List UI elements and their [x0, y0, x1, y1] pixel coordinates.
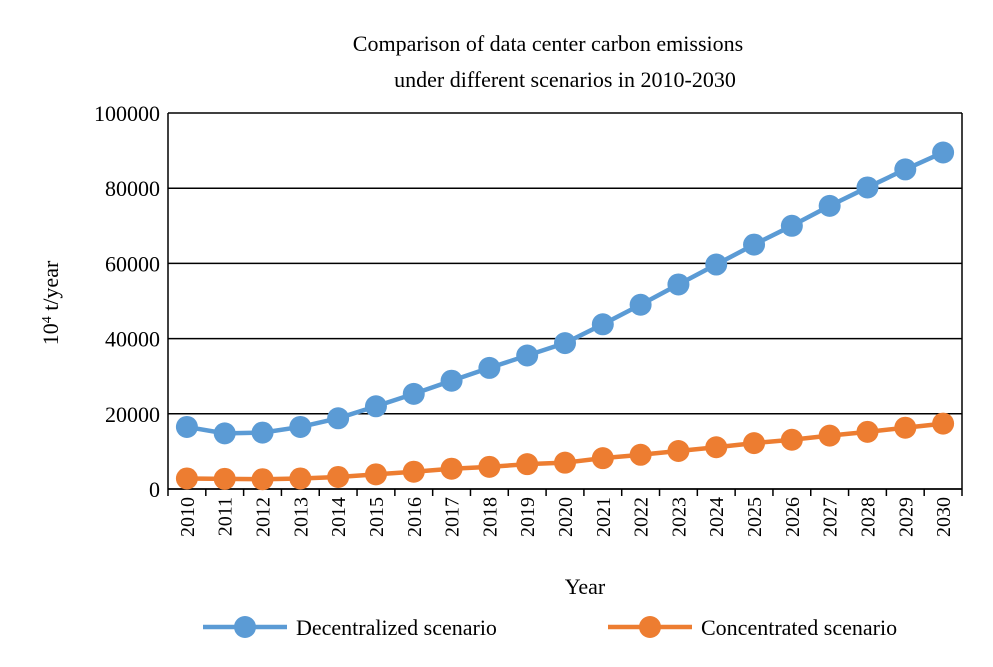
- x-tick-label: 2024: [706, 497, 728, 537]
- y-tick-label: 20000: [105, 402, 160, 427]
- x-tick-label: 2015: [366, 497, 388, 537]
- data-point: [894, 158, 917, 181]
- x-tick-label: 2028: [857, 497, 879, 537]
- y-tick-labels: 0 20000 40000 60000 80000 100000: [94, 101, 160, 502]
- y-tick-label: 100000: [94, 101, 160, 126]
- data-point: [667, 440, 690, 463]
- legend-label: Decentralized scenario: [296, 615, 497, 640]
- legend-label: Concentrated scenario: [701, 615, 897, 640]
- data-point: [554, 451, 576, 474]
- x-tick-label: 2022: [631, 497, 653, 537]
- legend-marker: [234, 616, 256, 638]
- data-point: [364, 395, 387, 418]
- chart-title-line-1: Comparison of data center carbon emissio…: [353, 31, 743, 56]
- data-point: [175, 415, 198, 438]
- data-point: [440, 457, 463, 480]
- data-point: [818, 194, 841, 217]
- x-tick-label: 2027: [820, 497, 842, 537]
- x-tick-label: 2017: [442, 497, 464, 537]
- data-point: [629, 443, 652, 466]
- data-point: [516, 344, 539, 367]
- data-point: [327, 465, 350, 488]
- data-point: [440, 369, 463, 392]
- x-tick-label: 2026: [782, 497, 804, 537]
- x-tick-labels: 2010 2011 2012 2013 2014 2015 2016 2017 2018 2019…: [177, 497, 955, 537]
- y-axis-title-superscript: 4: [40, 316, 55, 323]
- data-point: [591, 313, 614, 336]
- x-tick-label: 2023: [668, 497, 690, 537]
- series-decentralized-scenario: [175, 141, 955, 445]
- data-point: [743, 432, 766, 455]
- y-axis-title: 104 t/year: [38, 260, 63, 345]
- y-tick-label: 80000: [105, 176, 160, 201]
- chart-title: Comparison of data center carbon emissio…: [353, 31, 743, 92]
- x-tick-label: 2019: [517, 497, 539, 537]
- data-point: [251, 421, 274, 444]
- x-tick-label: 2012: [253, 497, 275, 537]
- y-tick-label: 60000: [105, 251, 160, 276]
- data-point: [856, 420, 879, 443]
- data-point: [894, 416, 917, 439]
- x-tick-label: 2011: [215, 497, 237, 536]
- data-point: [932, 412, 955, 435]
- data-point: [780, 214, 803, 237]
- data-point: [251, 468, 274, 491]
- x-axis-title: Year: [565, 574, 606, 599]
- data-point: [327, 407, 350, 430]
- x-tick-label: 2029: [895, 497, 917, 537]
- data-point: [289, 467, 312, 490]
- legend-item: Concentrated scenario: [608, 615, 897, 640]
- x-tick-label: 2010: [177, 497, 199, 537]
- axes: [167, 113, 963, 496]
- x-tick-label: 2030: [933, 497, 955, 537]
- data-point: [402, 460, 425, 483]
- data-point: [856, 176, 879, 199]
- data-point: [818, 424, 841, 447]
- x-tick-label: 2016: [404, 497, 426, 537]
- series: [175, 141, 955, 491]
- x-tick-label: 2018: [479, 497, 501, 537]
- data-point: [364, 463, 387, 486]
- data-point: [705, 436, 728, 459]
- data-point: [554, 332, 576, 355]
- x-tick-label: 2014: [328, 497, 350, 537]
- chart-title-line-2: under different scenarios in 2010-2030: [394, 67, 736, 92]
- y-axis-title-base: 10: [38, 323, 63, 345]
- x-tick-label: 2021: [593, 497, 615, 537]
- data-point: [175, 467, 198, 490]
- data-point: [402, 382, 425, 405]
- data-point: [705, 253, 728, 276]
- data-point: [667, 273, 690, 296]
- legend-marker: [639, 616, 661, 638]
- data-point: [932, 141, 955, 164]
- y-tick-label: 40000: [105, 327, 160, 352]
- data-point: [213, 422, 236, 445]
- data-point: [213, 467, 236, 490]
- y-axis-title-unit: t/year: [38, 260, 63, 316]
- y-tick-label: 0: [149, 477, 160, 502]
- data-point: [629, 293, 652, 316]
- series-line: [186, 150, 945, 436]
- legend: Decentralized scenario Concentrated scena…: [203, 615, 897, 640]
- data-point: [516, 453, 539, 476]
- data-point: [591, 447, 614, 470]
- data-point: [478, 455, 501, 478]
- x-tick-label: 2020: [555, 497, 577, 537]
- x-tick-label: 2025: [744, 497, 766, 537]
- legend-item: Decentralized scenario: [203, 615, 497, 640]
- x-tick-label: 2013: [290, 497, 312, 537]
- series-concentrated-scenario: [175, 412, 955, 491]
- data-point: [478, 356, 501, 379]
- data-point: [780, 428, 803, 451]
- data-point: [743, 233, 766, 256]
- data-point: [289, 415, 312, 438]
